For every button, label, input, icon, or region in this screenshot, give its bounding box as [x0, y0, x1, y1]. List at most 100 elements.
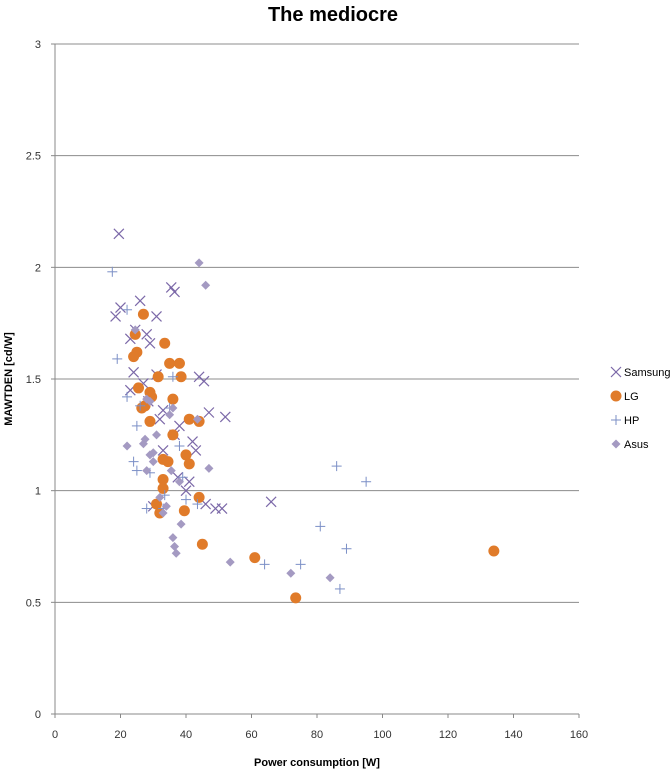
samsung-point	[190, 445, 202, 456]
hp-point	[192, 499, 203, 510]
series-lg	[128, 308, 500, 604]
legend-marker-hp	[611, 415, 621, 425]
lg-point	[137, 308, 149, 320]
hp-point	[135, 400, 146, 411]
asus-point	[225, 557, 235, 567]
samsung-point	[113, 228, 125, 240]
asus-point	[168, 533, 178, 543]
lg-point	[128, 351, 140, 363]
samsung-point	[180, 485, 192, 497]
x-tick-label: 100	[373, 729, 391, 741]
lg-point	[488, 545, 500, 557]
legend-label: HP	[624, 415, 639, 427]
y-tick-label: 2	[35, 262, 41, 274]
legend-label: Samsung	[624, 367, 670, 379]
hp-point	[361, 476, 372, 487]
lg-point	[180, 449, 192, 461]
lg-point	[193, 491, 205, 503]
samsung-point	[174, 420, 185, 432]
chart-title: The mediocre	[268, 4, 398, 26]
asus-point	[130, 325, 140, 335]
x-tick-label: 120	[439, 729, 457, 741]
asus-point	[166, 466, 176, 476]
asus-point	[174, 477, 184, 487]
asus-point	[194, 258, 204, 268]
legend-item-hp: HP	[611, 415, 639, 427]
asus-point	[192, 414, 202, 424]
asus-point	[158, 508, 168, 518]
asus-point	[204, 463, 214, 473]
asus-point	[122, 441, 132, 451]
samsung-point	[169, 286, 180, 298]
legend-item-asus: Asus	[611, 439, 649, 451]
asus-point	[148, 448, 158, 458]
x-tick-label: 0	[52, 729, 58, 741]
hp-point	[122, 391, 133, 402]
lg-point	[290, 592, 302, 604]
legend: Samsung LG HP Asus	[610, 366, 670, 451]
samsung-point	[219, 411, 231, 423]
hp-point	[174, 441, 185, 451]
x-tick-label: 60	[245, 729, 257, 741]
hp-point	[112, 353, 123, 364]
legend-label: Asus	[624, 439, 649, 451]
lg-point	[173, 357, 185, 369]
asus-point	[176, 519, 186, 529]
lg-point	[136, 402, 148, 414]
y-tick-label: 1.5	[26, 374, 41, 386]
hp-point	[315, 521, 326, 532]
hp-point	[341, 543, 352, 554]
lg-point	[152, 371, 164, 383]
series-hp	[107, 266, 372, 594]
hp-point	[181, 494, 191, 505]
lg-point	[157, 482, 169, 494]
asus-point	[161, 501, 171, 511]
samsung-point	[157, 445, 169, 456]
hp-point	[128, 456, 139, 467]
asus-point	[155, 492, 165, 502]
asus-point	[148, 457, 158, 467]
hp-point	[331, 461, 342, 472]
hp-point	[334, 583, 345, 594]
legend-label: LG	[624, 391, 639, 403]
x-tick-labels: 0 20 40 60 80 100 120 140 160	[52, 714, 588, 741]
lg-point	[159, 337, 171, 349]
samsung-point	[110, 311, 122, 322]
y-tick-label: 0.5	[26, 597, 41, 609]
lg-point	[175, 371, 187, 383]
hp-point	[295, 559, 306, 570]
samsung-point	[115, 302, 126, 313]
samsung-point	[265, 496, 277, 508]
y-tick-labels: 0 0.5 1 1.5 2 2.5 3	[26, 39, 55, 721]
gridlines	[55, 43, 579, 603]
samsung-point	[216, 503, 228, 514]
lg-point	[178, 505, 190, 517]
asus-point	[140, 434, 150, 444]
asus-point	[168, 403, 178, 413]
lg-point	[249, 552, 261, 564]
y-tick-label: 1	[35, 486, 41, 498]
samsung-point	[183, 476, 195, 488]
lg-point	[164, 357, 176, 369]
hp-point	[167, 371, 178, 382]
asus-point	[201, 280, 211, 290]
hp-point	[131, 465, 142, 476]
lg-point	[167, 429, 179, 441]
hp-point	[107, 266, 118, 277]
y-tick-label: 0	[35, 709, 41, 721]
x-tick-label: 40	[180, 729, 192, 741]
samsung-point	[141, 328, 153, 340]
lg-point	[162, 456, 174, 468]
x-tick-label: 20	[114, 729, 126, 741]
x-tick-label: 160	[570, 729, 588, 741]
hp-point	[141, 503, 152, 514]
y-tick-label: 3	[35, 39, 41, 51]
samsung-point	[134, 295, 146, 307]
data-points	[107, 228, 500, 604]
samsung-point	[128, 366, 140, 378]
asus-point	[142, 466, 152, 476]
legend-item-samsung: Samsung	[610, 366, 670, 379]
hp-point	[122, 304, 133, 315]
lg-point	[157, 474, 169, 485]
lg-point	[183, 413, 195, 425]
